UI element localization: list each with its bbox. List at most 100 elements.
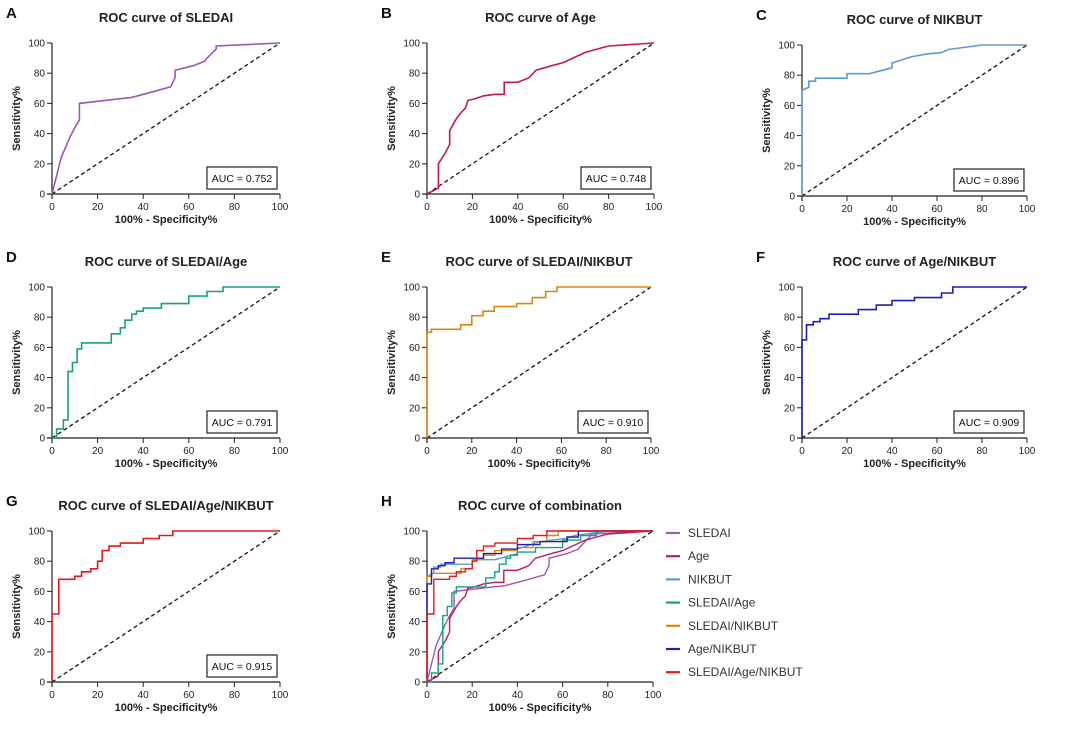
y-tick-label: 0 <box>414 678 420 689</box>
x-tick-label: 20 <box>92 446 104 457</box>
y-tick-label: 0 <box>39 190 45 201</box>
y-axis-label: Sensitivity% <box>386 330 398 395</box>
y-tick-label: 100 <box>778 283 795 294</box>
panel-B: B ROC curve of Age 0 20 40 60 80 100 0 20 40 60 80 10… <box>381 5 663 226</box>
roc-curve-age-nikbut <box>801 286 1027 438</box>
y-tick-label: 100 <box>28 527 45 538</box>
roc-curve-sledai <box>426 530 654 683</box>
y-tick-label: 40 <box>34 373 46 384</box>
panel-C: C ROC curve of NIKBUT 0 20 40 60 80 100 0 20 40 60 8… <box>756 7 1036 228</box>
y-tick-label: 60 <box>34 587 46 598</box>
legend-label: SLEDAI/Age <box>688 596 756 610</box>
panel-letter: C <box>756 7 767 24</box>
x-tick-label: 100 <box>272 690 289 701</box>
roc-curve-sledai-nikbut <box>426 530 653 682</box>
x-tick-label: 60 <box>183 690 195 701</box>
y-tick-label: 60 <box>409 99 421 110</box>
y-axis-label: Sensitivity% <box>761 330 773 395</box>
y-tick-label: 100 <box>28 39 45 50</box>
x-axis-label: 100% - Specificity% <box>488 458 591 470</box>
y-axis-label: Sensitivity% <box>11 574 23 639</box>
y-tick-label: 20 <box>34 403 46 414</box>
x-tick-label: 60 <box>557 690 569 701</box>
x-axis-label: 100% - Specificity% <box>115 214 218 226</box>
x-tick-label: 100 <box>1019 446 1036 457</box>
reference-line <box>426 530 654 683</box>
y-tick-label: 40 <box>34 617 46 628</box>
x-tick-label: 0 <box>799 204 805 215</box>
panel-letter: D <box>6 249 17 266</box>
y-tick-label: 80 <box>409 313 421 324</box>
x-tick-label: 100 <box>1019 204 1036 215</box>
reference-line <box>51 286 281 439</box>
panel-E: E ROC curve of SLEDAI/NIKBUT 0 20 40 60 80 100 0… <box>381 249 660 470</box>
x-tick-label: 20 <box>467 690 479 701</box>
auc-label: AUC = 0.896 <box>959 175 1020 187</box>
x-axis-label: 100% - Specificity% <box>489 214 592 226</box>
legend-label: SLEDAI/Age/NIKBUT <box>688 665 803 679</box>
auc-label: AUC = 0.752 <box>212 173 273 185</box>
y-axis-label: Sensitivity% <box>11 86 23 151</box>
chart-title: ROC curve of SLEDAI/Age/NIKBUT <box>58 498 273 513</box>
x-tick-label: 0 <box>49 446 55 457</box>
legend: SLEDAI Age NIKBUT SLEDAI/Age SLEDAI/NIKBUT Ag… <box>666 526 803 679</box>
panel-letter: B <box>381 5 392 22</box>
panel-letter: G <box>6 493 18 510</box>
y-tick-label: 60 <box>34 343 46 354</box>
y-tick-label: 40 <box>409 617 421 628</box>
y-tick-label: 0 <box>39 434 45 445</box>
x-tick-label: 60 <box>931 446 943 457</box>
chart-title: ROC curve of SLEDAI <box>99 10 233 25</box>
auc-box <box>206 410 278 434</box>
reference-line <box>426 42 655 195</box>
roc-curve-sledai-age <box>52 286 280 439</box>
chart-title: ROC curve of SLEDAI/Age <box>85 254 248 269</box>
auc-label: AUC = 0.791 <box>212 417 273 429</box>
reference-line <box>51 42 281 195</box>
x-tick-label: 100 <box>272 202 289 213</box>
panel-A: A ROC curve of SLEDAI 0 20 40 60 80 100 0 20 40 60 8… <box>6 5 289 226</box>
auc-box <box>953 168 1025 192</box>
x-tick-label: 20 <box>466 446 478 457</box>
y-tick-label: 80 <box>34 557 46 568</box>
panel-D: D ROC curve of SLEDAI/Age 0 20 40 60 80 100 0 20 4… <box>6 249 289 470</box>
legend-label: Age/NIKBUT <box>688 642 757 656</box>
auc-box <box>577 410 649 434</box>
auc-label: AUC = 0.910 <box>583 417 644 429</box>
y-axis-label: Sensitivity% <box>11 330 23 395</box>
x-tick-label: 40 <box>512 202 524 213</box>
x-tick-label: 60 <box>183 446 195 457</box>
y-axis-label: Sensitivity% <box>386 574 398 639</box>
y-axis-label: Sensitivity% <box>761 88 773 153</box>
panel-letter: F <box>756 249 765 266</box>
y-tick-label: 40 <box>409 129 421 140</box>
panel-G: G ROC curve of SLEDAI/Age/NIKBUT 0 20 40 60 80… <box>6 493 289 714</box>
x-tick-label: 80 <box>601 446 613 457</box>
y-tick-label: 0 <box>414 190 420 201</box>
y-axis-label: Sensitivity% <box>386 86 398 151</box>
x-tick-label: 0 <box>799 446 805 457</box>
x-tick-label: 60 <box>931 204 943 215</box>
y-tick-label: 20 <box>34 159 46 170</box>
x-tick-label: 20 <box>841 446 853 457</box>
reference-line <box>801 286 1028 439</box>
x-tick-label: 20 <box>92 202 104 213</box>
y-tick-label: 60 <box>34 99 46 110</box>
y-tick-label: 80 <box>784 71 796 82</box>
x-axis-label: 100% - Specificity% <box>115 702 218 714</box>
x-tick-label: 0 <box>424 690 430 701</box>
y-tick-label: 80 <box>34 313 46 324</box>
x-tick-label: 40 <box>138 446 150 457</box>
x-tick-label: 20 <box>92 690 104 701</box>
x-tick-label: 80 <box>976 446 988 457</box>
x-tick-label: 100 <box>643 446 660 457</box>
x-axis-label: 100% - Specificity% <box>863 216 966 228</box>
x-tick-label: 80 <box>229 202 241 213</box>
y-tick-label: 20 <box>784 403 796 414</box>
y-tick-label: 20 <box>409 403 421 414</box>
x-tick-label: 80 <box>229 690 241 701</box>
x-tick-label: 60 <box>183 202 195 213</box>
auc-label: AUC = 0.915 <box>212 661 273 673</box>
y-tick-label: 40 <box>784 131 796 142</box>
